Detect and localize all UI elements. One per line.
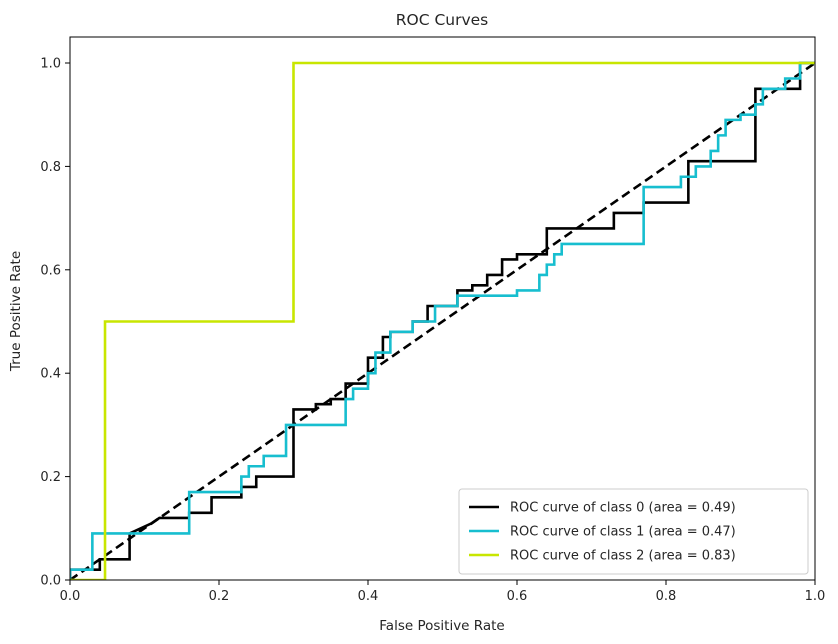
x-axis-label: False Positive Rate	[379, 618, 504, 634]
legend: ROC curve of class 0 (area = 0.49) ROC cu…	[458, 488, 809, 575]
x-tick-label: 0.4	[358, 589, 379, 604]
legend-box	[458, 488, 809, 575]
y-tick-label: 0.4	[40, 367, 61, 382]
x-tick-label: 0.2	[209, 589, 230, 604]
y-tick-label: 0.0	[40, 574, 61, 589]
y-axis-label: True Positive Rate	[8, 251, 24, 372]
x-tick-label: 0.6	[507, 589, 528, 604]
y-tick-label: 0.6	[40, 263, 61, 278]
legend-label-class-0: ROC curve of class 0 (area = 0.49)	[510, 501, 736, 516]
y-tick-label: 1.0	[40, 57, 61, 72]
plot-area	[70, 61, 815, 580]
roc-curve-class-1	[70, 61, 815, 580]
axes-frame	[69, 36, 816, 581]
y-tick-label: 0.2	[40, 470, 61, 485]
axes: 0.0 0.2 0.4 0.6 0.8 1.0 0.0 0.2 0.4 0.6 0.8 1.0	[40, 36, 826, 604]
x-tick-label: 1.0	[805, 589, 826, 604]
y-tick-label: 0.8	[40, 160, 61, 175]
diagonal-reference-line	[70, 61, 815, 580]
roc-curve-class-2	[70, 61, 815, 580]
x-tick-label: 0.0	[60, 589, 81, 604]
legend-label-class-1: ROC curve of class 1 (area = 0.47)	[510, 525, 736, 540]
chart-title: ROC Curves	[396, 11, 489, 29]
x-tick-label: 0.8	[656, 589, 677, 604]
legend-label-class-2: ROC curve of class 2 (area = 0.83)	[510, 549, 736, 564]
